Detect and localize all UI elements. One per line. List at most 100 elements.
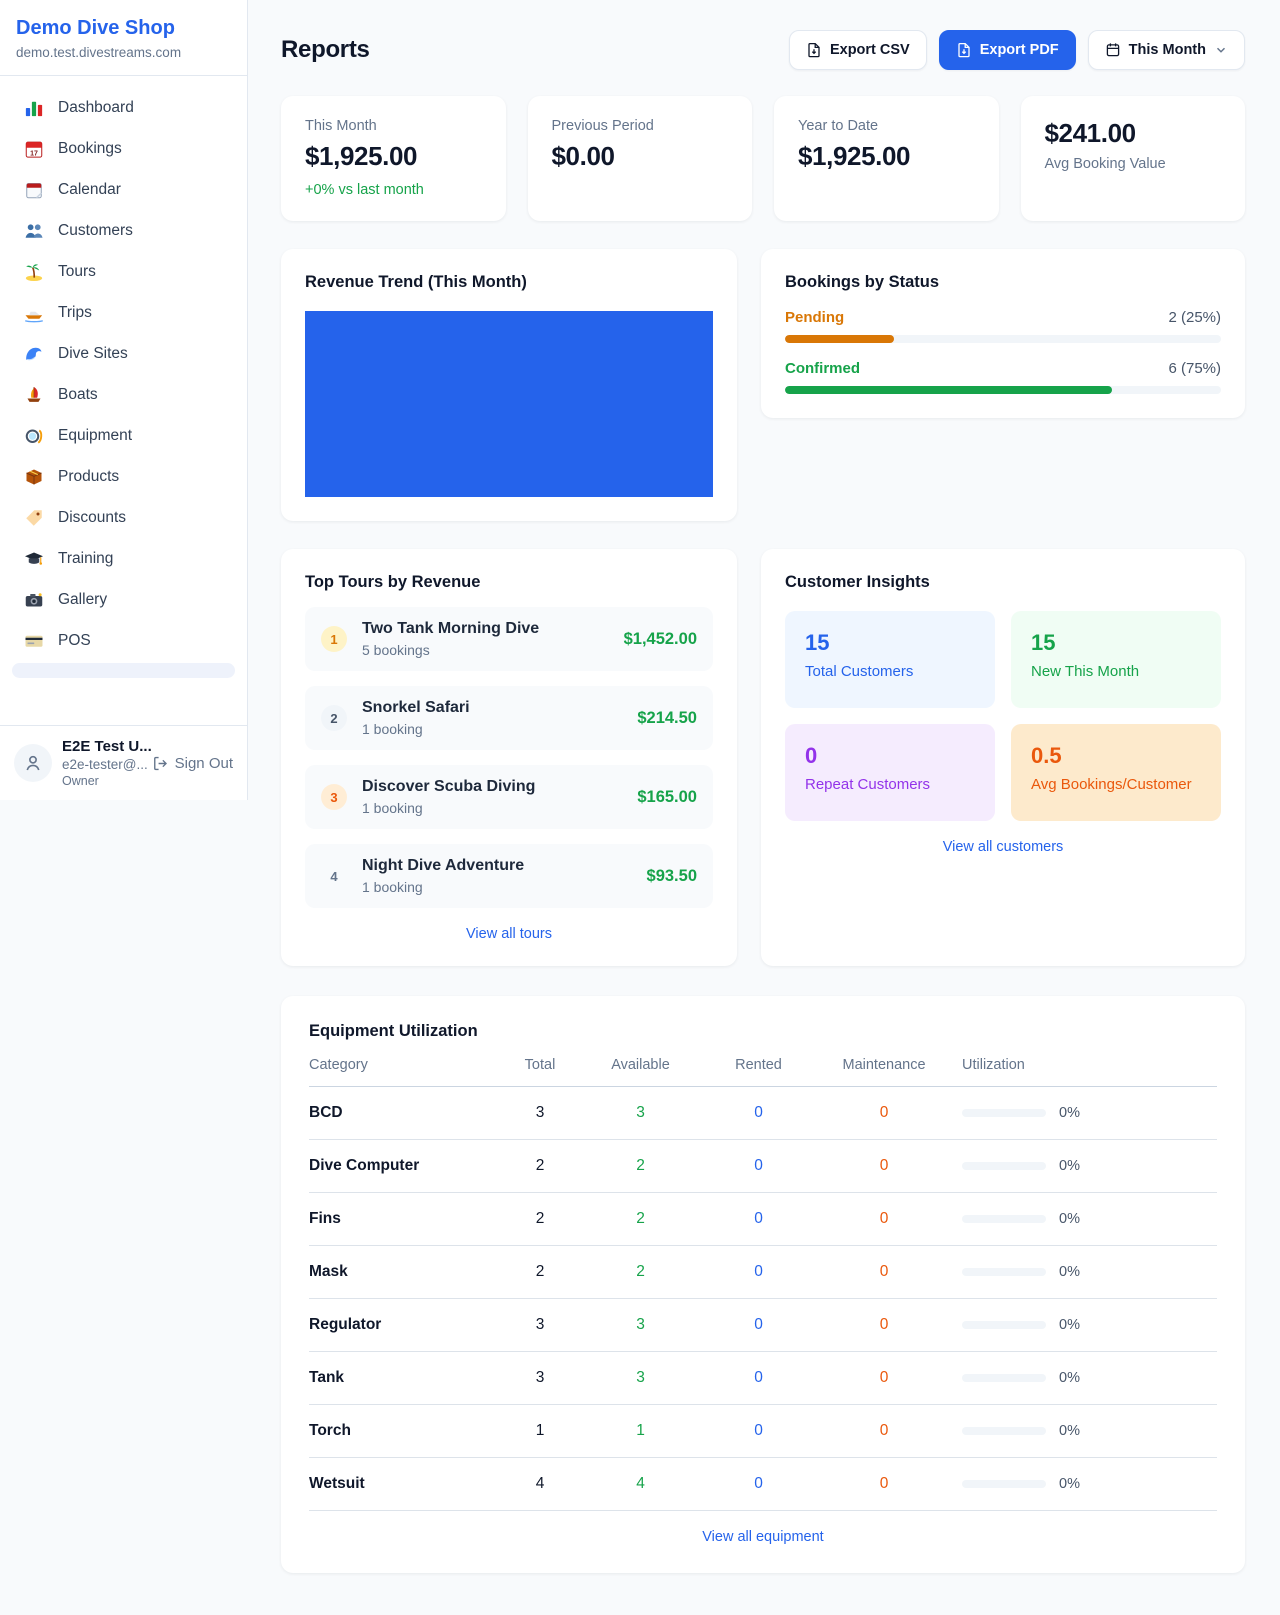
sidebar-icon-trips bbox=[24, 303, 44, 323]
insight-tile: 0 Repeat Customers bbox=[785, 724, 995, 821]
sidebar-item-selected-cutoff[interactable] bbox=[12, 663, 235, 678]
cell-utilization: 0% bbox=[962, 1423, 1217, 1439]
table-header: Category Total Available Rented Maintena… bbox=[309, 1057, 1217, 1087]
cell-maintenance: 0 bbox=[879, 1157, 889, 1174]
sidebar-item-label: Tours bbox=[58, 263, 96, 280]
stat-label: Previous Period bbox=[551, 118, 654, 134]
sidebar-item-training[interactable]: Training bbox=[12, 539, 235, 579]
sign-out-icon bbox=[152, 755, 169, 772]
column-available: Available bbox=[611, 1057, 670, 1073]
sidebar-item-label: Discounts bbox=[58, 509, 127, 526]
utilization-track bbox=[962, 1374, 1046, 1382]
stat-card-year-to-date: Year to Date $1,925.00 bbox=[774, 96, 999, 221]
view-all-equipment-link[interactable]: View all equipment bbox=[702, 1529, 824, 1545]
utilization-track bbox=[962, 1215, 1046, 1223]
insight-value: 0 bbox=[805, 743, 818, 768]
status-row: Pending 2 (25%) bbox=[785, 309, 1221, 343]
tour-bookings-count: 1 booking bbox=[362, 800, 423, 816]
tour-bookings-count: 5 bookings bbox=[362, 642, 430, 658]
table-body: BCD 3 3 0 0 0% Dive Computer 2 bbox=[309, 1087, 1217, 1511]
svg-text:17: 17 bbox=[30, 150, 38, 157]
cell-rented: 0 bbox=[754, 1316, 763, 1333]
status-count: 2 (25%) bbox=[1168, 309, 1221, 326]
status-progress-track bbox=[785, 386, 1221, 394]
cell-utilization: 0% bbox=[962, 1317, 1217, 1333]
cell-available: 3 bbox=[636, 1369, 645, 1386]
sidebar: Demo Dive Shop demo.test.divestreams.com… bbox=[0, 0, 248, 800]
main-content: Reports Export CSV Export PDF This Month… bbox=[248, 0, 1280, 1615]
sign-out-button[interactable]: Sign Out bbox=[152, 755, 233, 772]
export-csv-button[interactable]: Export CSV bbox=[788, 30, 927, 70]
cell-category: Tank bbox=[309, 1369, 345, 1386]
tour-row: 3 Discover Scuba Diving 1 booking $165.0… bbox=[305, 765, 713, 829]
column-total: Total bbox=[524, 1057, 556, 1073]
cell-total: 4 bbox=[535, 1475, 545, 1492]
view-all-customers-link[interactable]: View all customers bbox=[942, 839, 1064, 855]
cell-total: 2 bbox=[535, 1263, 545, 1280]
cell-total: 3 bbox=[535, 1316, 545, 1333]
revenue-trend-chart bbox=[305, 311, 713, 497]
sidebar-item-label: Customers bbox=[58, 222, 133, 239]
bookings-by-status-card: Bookings by Status Pending 2 (25%) Confi… bbox=[761, 249, 1245, 418]
export-pdf-label: Export PDF bbox=[979, 42, 1059, 58]
user-role: Owner bbox=[62, 774, 99, 788]
sidebar-icon-customers bbox=[24, 221, 44, 241]
sidebar-item-equipment[interactable]: Equipment bbox=[12, 416, 235, 456]
chevron-down-icon bbox=[1214, 43, 1228, 57]
sidebar-item-discounts[interactable]: Discounts bbox=[12, 498, 235, 538]
utilization-track bbox=[962, 1321, 1046, 1329]
sidebar-item-gallery[interactable]: Gallery bbox=[12, 580, 235, 620]
insight-label: Total Customers bbox=[805, 663, 914, 680]
cell-total: 2 bbox=[535, 1157, 545, 1174]
table-row: Regulator 3 3 0 0 0% bbox=[309, 1299, 1217, 1352]
sidebar-item-boats[interactable]: Boats bbox=[12, 375, 235, 415]
cell-utilization: 0% bbox=[962, 1211, 1217, 1227]
customer-insights-card: Customer Insights 15 Total Customers 15 … bbox=[761, 549, 1245, 966]
cell-available: 3 bbox=[636, 1104, 645, 1121]
sidebar-item-tours[interactable]: Tours bbox=[12, 252, 235, 292]
sidebar-icon-pos bbox=[24, 631, 44, 651]
utilization-percent: 0% bbox=[1059, 1105, 1080, 1121]
revenue-trend-card: Revenue Trend (This Month) bbox=[281, 249, 737, 521]
tour-name: Two Tank Morning Dive bbox=[362, 620, 540, 637]
sidebar-item-label: Trips bbox=[58, 304, 92, 321]
sidebar-item-dashboard[interactable]: Dashboard bbox=[12, 88, 235, 128]
revenue-trend-title: Revenue Trend (This Month) bbox=[305, 273, 527, 291]
rank-badge: 3 bbox=[321, 784, 347, 810]
sidebar-item-label: Products bbox=[58, 468, 120, 485]
column-rented: Rented bbox=[735, 1057, 782, 1073]
stat-card-previous-period: Previous Period $0.00 bbox=[527, 96, 752, 221]
sidebar-item-trips[interactable]: Trips bbox=[12, 293, 235, 333]
tour-bookings-count: 1 booking bbox=[362, 879, 423, 895]
sidebar-item-label: Boats bbox=[58, 386, 98, 403]
cell-total: 3 bbox=[535, 1369, 545, 1386]
tour-row: 1 Two Tank Morning Dive 5 bookings $1,45… bbox=[305, 607, 713, 671]
sidebar-item-pos[interactable]: POS bbox=[12, 621, 235, 661]
sidebar-icon-boats bbox=[24, 385, 44, 405]
tour-revenue: $214.50 bbox=[637, 708, 697, 727]
period-dropdown[interactable]: This Month bbox=[1087, 30, 1245, 70]
insight-value: 0.5 bbox=[1031, 743, 1062, 768]
cell-rented: 0 bbox=[754, 1422, 763, 1439]
export-pdf-button[interactable]: Export PDF bbox=[938, 30, 1076, 70]
brand-block: Demo Dive Shop demo.test.divestreams.com bbox=[0, 0, 247, 76]
file-export-icon bbox=[806, 42, 822, 58]
cell-total: 1 bbox=[535, 1422, 545, 1439]
cell-maintenance: 0 bbox=[879, 1422, 889, 1439]
sidebar-item-bookings[interactable]: 17 Bookings bbox=[12, 129, 235, 169]
cell-rented: 0 bbox=[754, 1475, 763, 1492]
user-email: e2e-tester@... bbox=[62, 757, 148, 772]
insight-tile: 0.5 Avg Bookings/Customer bbox=[1011, 724, 1221, 821]
sign-out-label: Sign Out bbox=[174, 754, 233, 772]
sidebar-icon-gallery bbox=[24, 590, 44, 610]
sidebar-item-products[interactable]: Products bbox=[12, 457, 235, 497]
utilization-percent: 0% bbox=[1059, 1264, 1080, 1280]
sidebar-nav: Dashboard 17 Bookings Calendar Customers… bbox=[0, 76, 247, 725]
sidebar-item-dive-sites[interactable]: Dive Sites bbox=[12, 334, 235, 374]
view-all-tours-link[interactable]: View all tours bbox=[466, 926, 552, 942]
sidebar-item-calendar[interactable]: Calendar bbox=[12, 170, 235, 210]
cell-available: 1 bbox=[636, 1422, 645, 1439]
sidebar-icon-dive-sites bbox=[24, 344, 44, 364]
column-utilization: Utilization bbox=[962, 1057, 1025, 1073]
sidebar-item-customers[interactable]: Customers bbox=[12, 211, 235, 251]
